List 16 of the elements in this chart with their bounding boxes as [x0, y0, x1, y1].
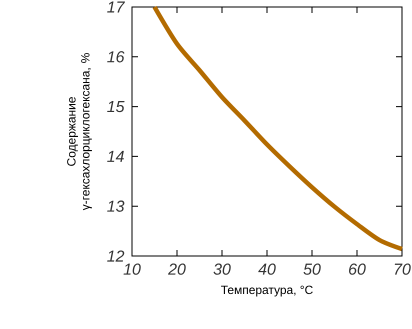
y-tick-label: 13: [107, 200, 124, 212]
y-tick-label: 12: [107, 250, 124, 262]
y-tick-label: 15: [107, 101, 125, 112]
y-tick-label: 17: [107, 2, 125, 12]
x-tick-label: 40: [258, 264, 276, 275]
x-axis-title: Температура, °C: [221, 286, 313, 296]
x-tick-label: 10: [124, 264, 141, 275]
y-tick-label: 16: [107, 51, 124, 62]
x-tick-label: 70: [394, 264, 411, 275]
x-tick-label: 30: [214, 264, 231, 275]
line-series: [152, 4, 404, 252]
y-tick-label: 14: [107, 150, 124, 162]
x-tick-label: 60: [349, 264, 366, 275]
y-axis-title: Содержание γ-гексахлорциклогексана, %: [67, 53, 92, 210]
x-tick-label: 50: [303, 264, 321, 275]
x-tick-label: 20: [168, 264, 186, 275]
